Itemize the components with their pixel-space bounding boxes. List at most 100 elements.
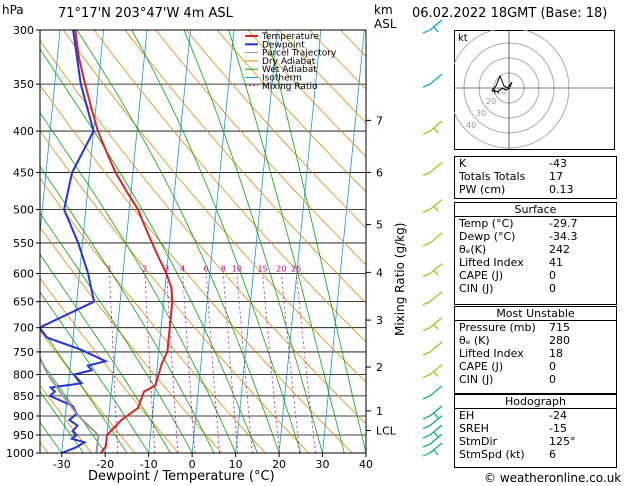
- mu-cape-value: 0: [549, 360, 556, 373]
- dry-adiabat-line: [40, 226, 223, 453]
- eh-value: -24: [549, 409, 567, 422]
- dewpoint-series: [40, 30, 109, 453]
- wind-barb: [422, 199, 443, 214]
- legend-entry-3: Dry Adiabat: [262, 57, 316, 67]
- hodograph-ring-40: 40: [466, 121, 476, 130]
- height-label-4: 4: [376, 266, 383, 279]
- mu-pressure-label: Pressure (mb): [459, 321, 536, 334]
- height-label-2: 2: [376, 361, 383, 374]
- mu-lifted-index-label: Lifted Index: [459, 347, 524, 360]
- isotherm-line: [278, 30, 322, 453]
- pressure-label-700: 700: [13, 322, 34, 335]
- height-label-1: 1: [376, 405, 383, 418]
- dry-adiabat-line: [155, 30, 366, 266]
- surface-temp-label: Temp (°C): [459, 217, 514, 230]
- pw-label: PW (cm): [459, 183, 506, 196]
- surface-dewp-value: -34.3: [549, 230, 578, 243]
- wet-adiabat-line: [40, 390, 84, 453]
- height-label-3: 3: [376, 314, 383, 327]
- most-unstable-title: Most Unstable: [455, 307, 616, 321]
- x-tick-label-20: 20: [272, 458, 286, 471]
- hodograph-title: Hodograph: [455, 395, 616, 409]
- wind-barb: [422, 19, 443, 34]
- pressure-label-750: 750: [13, 346, 34, 359]
- mixing-ratio-line-25: [295, 273, 316, 453]
- x-tick-label-10: 10: [229, 458, 243, 471]
- dry-adiabat-line: [124, 30, 366, 304]
- isotherm-line: [40, 30, 61, 238]
- pressure-label-300: 300: [13, 24, 34, 37]
- wet-adiabat-line: [40, 111, 236, 453]
- legend-entry-1: Dewpoint: [262, 40, 305, 50]
- surface-thetae-label: θₑ(K): [459, 243, 487, 256]
- wet-adiabat-line: [40, 48, 258, 453]
- dry-adiabat-line: [40, 39, 366, 425]
- stmdir-value: 125°: [549, 435, 576, 448]
- parcel-trajectory-series: [40, 355, 100, 453]
- mixing-ratio-line-10: [236, 273, 253, 453]
- basic-indices-box: K -43 Totals Totals 17 PW (cm) 0.13: [454, 156, 617, 199]
- isotherm-line: [191, 30, 235, 453]
- mixing-ratio-line-15: [262, 273, 280, 453]
- surface-lifted-index-label: Lifted Index: [459, 256, 524, 269]
- mixing-ratio-label-1: 1: [107, 265, 112, 274]
- surface-title: Surface: [455, 203, 616, 217]
- pressure-unit-label: hPa: [2, 3, 24, 17]
- station-location: 71°17'N 203°47'W 4m ASL: [58, 6, 233, 21]
- dry-adiabat-line: [62, 30, 366, 383]
- dry-adiabat-line: [216, 30, 366, 193]
- dry-adiabat-line: [40, 277, 179, 453]
- legend-entry-6: Mixing Ratio: [262, 82, 318, 92]
- height-label-7: 7: [376, 114, 383, 127]
- sreh-label: SREH: [459, 422, 489, 435]
- surface-cape-value: 0: [549, 269, 556, 282]
- wind-barb: [422, 364, 443, 379]
- pressure-label-350: 350: [13, 78, 34, 91]
- mu-lifted-index-value: 18: [549, 347, 563, 360]
- legend-entry-0: Temperature: [261, 32, 319, 42]
- wind-barb: [422, 405, 443, 420]
- most-unstable-box: Most Unstable Pressure (mb) 715 θₑ (K) 280…: [454, 306, 617, 394]
- isotherm-line: [61, 30, 104, 453]
- asl-unit-label: ASL: [374, 17, 397, 31]
- surface-lifted-index-value: 41: [549, 256, 563, 269]
- sreh-value: -15: [549, 422, 567, 435]
- storm-motion-marker: +: [491, 87, 499, 97]
- mixing-ratio-label-15: 15: [257, 265, 267, 274]
- wind-barb: [422, 232, 443, 247]
- wind-barb: [422, 341, 443, 356]
- stmdir-label: StmDir: [459, 435, 498, 448]
- pressure-label-600: 600: [13, 268, 34, 281]
- mixing-ratio-label-4: 4: [180, 265, 185, 274]
- hodograph-indices-box: Hodograph EH -24 SREH -15 StmDir 125° StmSp…: [454, 394, 617, 468]
- dry-adiabat-line: [247, 30, 366, 158]
- wet-adiabat-line: [40, 326, 128, 453]
- mixing-ratio-label-3: 3: [164, 265, 169, 274]
- km-unit-label: km: [374, 3, 393, 17]
- stmspd-value: 6: [549, 448, 556, 461]
- mixing-ratio-label-2: 2: [142, 265, 147, 274]
- surface-temp-value: -29.7: [549, 217, 578, 230]
- wet-adiabat-line: [40, 165, 215, 453]
- wind-barb: [422, 73, 443, 88]
- mu-thetae-value: 280: [549, 334, 570, 347]
- totals-totals-value: 17: [549, 170, 563, 183]
- dry-adiabat-line: [40, 330, 136, 453]
- totals-totals-label: Totals Totals: [459, 170, 526, 183]
- surface-thetae-value: 242: [549, 243, 570, 256]
- height-label-5: 5: [376, 219, 383, 232]
- dry-adiabat-line: [186, 30, 366, 229]
- wind-barb: [422, 161, 443, 177]
- hodograph-ring-30: 30: [476, 109, 486, 118]
- hodograph-unit: kt: [458, 33, 468, 44]
- dry-adiabat-line: [93, 30, 366, 343]
- height-label-6: 6: [376, 166, 383, 179]
- height-label-LCL: LCL: [376, 425, 397, 438]
- pw-value: 0.13: [549, 183, 574, 196]
- x-tick-label--10: -10: [140, 458, 158, 471]
- mu-cape-label: CAPE (J): [459, 360, 504, 373]
- mixing-ratio-label-20: 20: [276, 265, 286, 274]
- mu-thetae-label: θₑ (K): [459, 334, 490, 347]
- eh-label: EH: [459, 409, 475, 422]
